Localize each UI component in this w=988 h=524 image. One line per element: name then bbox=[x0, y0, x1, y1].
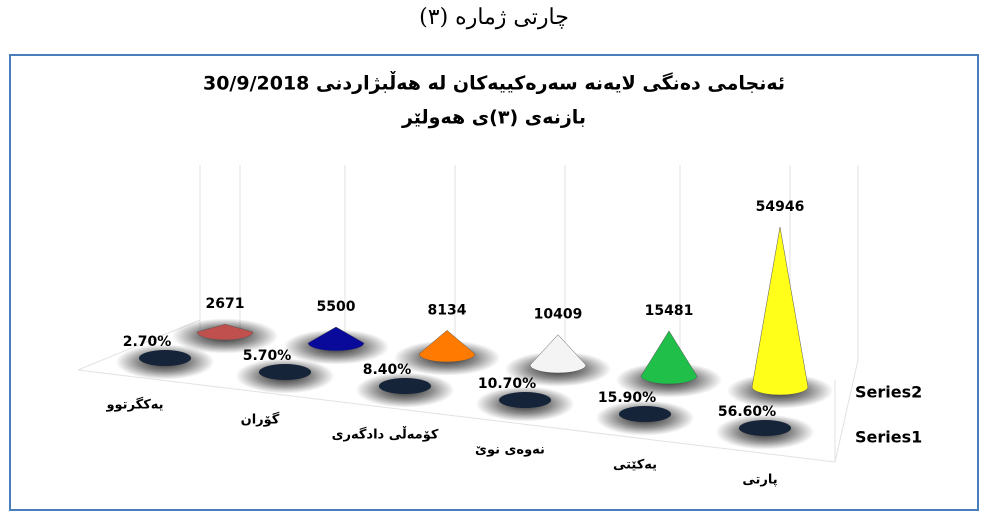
data-label: 2671 bbox=[206, 296, 245, 312]
chart-subtitle: بازنەی (٣)ی هەولێر bbox=[401, 107, 586, 129]
cone bbox=[751, 226, 809, 396]
chart-frame bbox=[9, 54, 979, 511]
data-label: 8134 bbox=[428, 302, 467, 318]
cone bbox=[529, 334, 587, 374]
page-header: چارتی ژمارە (٣) bbox=[419, 5, 569, 30]
legend-label: Series1 bbox=[855, 428, 922, 447]
data-label: 10409 bbox=[534, 307, 583, 323]
data-label: 54946 bbox=[756, 199, 805, 215]
cone-base bbox=[259, 364, 311, 380]
cone-base bbox=[619, 406, 671, 422]
legend-label: Series2 bbox=[855, 383, 922, 402]
data-label: 15.90% bbox=[598, 390, 656, 406]
data-label: 10.70% bbox=[478, 376, 536, 392]
cone bbox=[640, 330, 698, 385]
cone-base bbox=[139, 350, 191, 366]
x-tick-label: نەوەی نوێ bbox=[475, 443, 545, 458]
data-label: 8.40% bbox=[363, 362, 412, 378]
data-label: 15481 bbox=[645, 303, 694, 319]
cone-base bbox=[499, 392, 551, 408]
chart-title: ئەنجامی دەنگی لایەنە سەرەکییەکان لە هەڵب… bbox=[203, 71, 785, 95]
data-label: 5500 bbox=[317, 299, 356, 315]
x-tick-label: گۆران bbox=[241, 412, 280, 428]
x-tick-label: پارتی bbox=[742, 473, 777, 488]
data-label: 2.70% bbox=[123, 334, 172, 350]
x-tick-label: یەکێتی bbox=[613, 458, 657, 473]
data-label: 5.70% bbox=[243, 348, 292, 364]
cone bbox=[196, 323, 254, 341]
x-tick-label: يەكگرتوو bbox=[105, 397, 163, 413]
cone-base bbox=[739, 420, 791, 436]
cone bbox=[418, 329, 476, 363]
x-tick-label: كۆمەڵی دادگەری bbox=[332, 426, 439, 443]
cone bbox=[307, 326, 365, 352]
cone-base bbox=[379, 378, 431, 394]
data-label: 56.60% bbox=[718, 404, 776, 420]
